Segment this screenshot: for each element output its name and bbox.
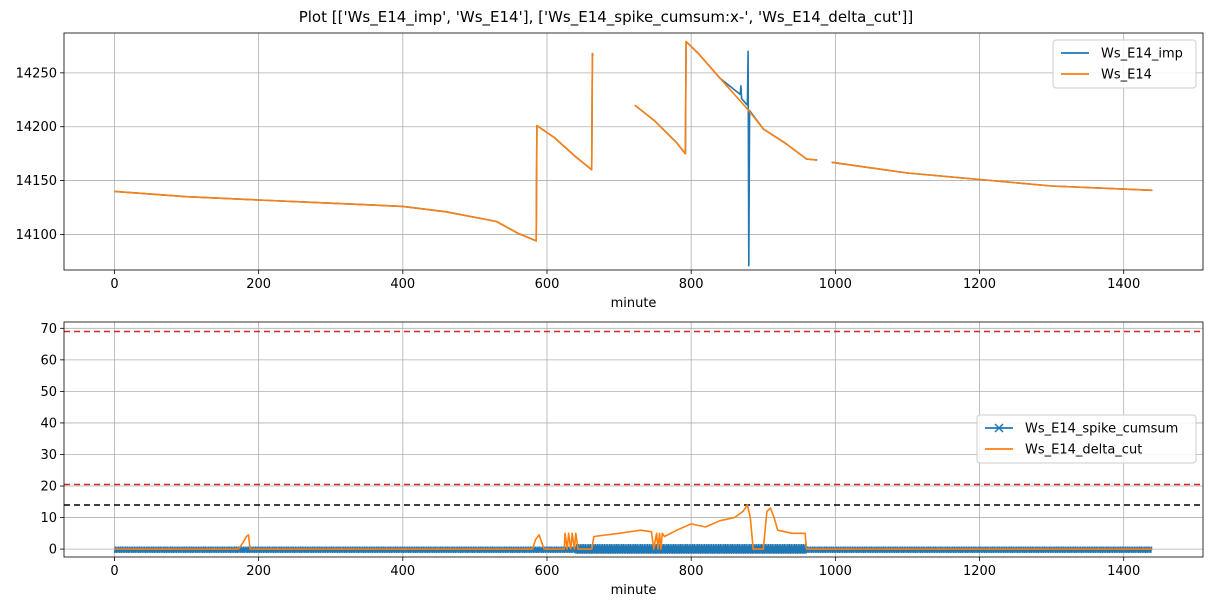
x-tick-label: 600 [535, 564, 560, 579]
y-tick-label: 14150 [16, 174, 57, 189]
x-tick-label: 1000 [819, 564, 852, 579]
y-tick-label: 14100 [16, 228, 57, 243]
top-plot: 0 200 400 600 800 1000 1200 1400 14100 14150 14200… [16, 32, 1204, 311]
x-tick-label: 400 [390, 564, 415, 579]
legend-marker-x-icon [994, 423, 1004, 433]
legend: Ws_E14_spike_cumsum Ws_E14_delta_cut [976, 414, 1197, 464]
x-tick-label: 1400 [1107, 277, 1140, 292]
y-tick-label: 50 [40, 385, 57, 400]
y-tick-label: 60 [40, 353, 57, 368]
y-tick-label: 10 [40, 511, 57, 526]
y-tick-label: 20 [40, 480, 57, 495]
legend-entry-label: Ws_E14_delta_cut [1025, 443, 1142, 458]
figure-title: Plot [['Ws_E14_imp', 'Ws_E14'], ['Ws_E14… [299, 8, 914, 27]
axes-frame [63, 321, 1204, 558]
x-tick-label: 400 [390, 277, 415, 292]
legend-box [976, 414, 1197, 464]
x-tick-label: 800 [679, 564, 704, 579]
legend-entry-label: Ws_E14_imp [1101, 47, 1183, 62]
x-tick-label: 0 [110, 564, 118, 579]
x-tick-label: 600 [535, 277, 560, 292]
series-ws-e14-delta-cut-line [114, 504, 1153, 550]
bottom-plot: 0 200 400 600 800 1000 1200 1400 0 10 20 30 40 50 60 70… [40, 321, 1204, 598]
plot-area [64, 330, 1203, 554]
series-ws-e14-line [114, 40, 1153, 242]
x-tick-label: 200 [246, 277, 271, 292]
x-tick-label: 1400 [1107, 564, 1140, 579]
y-tick-label: 14200 [16, 120, 57, 135]
plot-area [114, 40, 1153, 267]
legend: Ws_E14_imp Ws_E14 [1052, 39, 1197, 89]
series-ws-e14-imp-line [114, 40, 1153, 267]
x-tick-label: 200 [246, 564, 271, 579]
series-ws-e14-spike-cumsum-band [575, 544, 807, 554]
y-tick-label: 0 [49, 543, 57, 558]
x-tick-label: 800 [679, 277, 704, 292]
legend-entry-label: Ws_E14_spike_cumsum [1025, 422, 1178, 437]
x-tick-label: 0 [110, 277, 118, 292]
x-tick-label: 1200 [963, 564, 996, 579]
x-axis-label: minute [611, 583, 657, 598]
y-tick-label: 70 [40, 322, 57, 337]
legend-box [1052, 39, 1197, 89]
y-tick-label: 40 [40, 416, 57, 431]
legend-entry-label: Ws_E14 [1101, 68, 1152, 83]
axes-frame [63, 32, 1204, 271]
y-tick-label: 30 [40, 448, 57, 463]
x-axis-label: minute [611, 296, 657, 311]
x-tick-label: 1000 [819, 277, 852, 292]
y-tick-label: 14250 [16, 66, 57, 81]
x-tick-label: 1200 [963, 277, 996, 292]
